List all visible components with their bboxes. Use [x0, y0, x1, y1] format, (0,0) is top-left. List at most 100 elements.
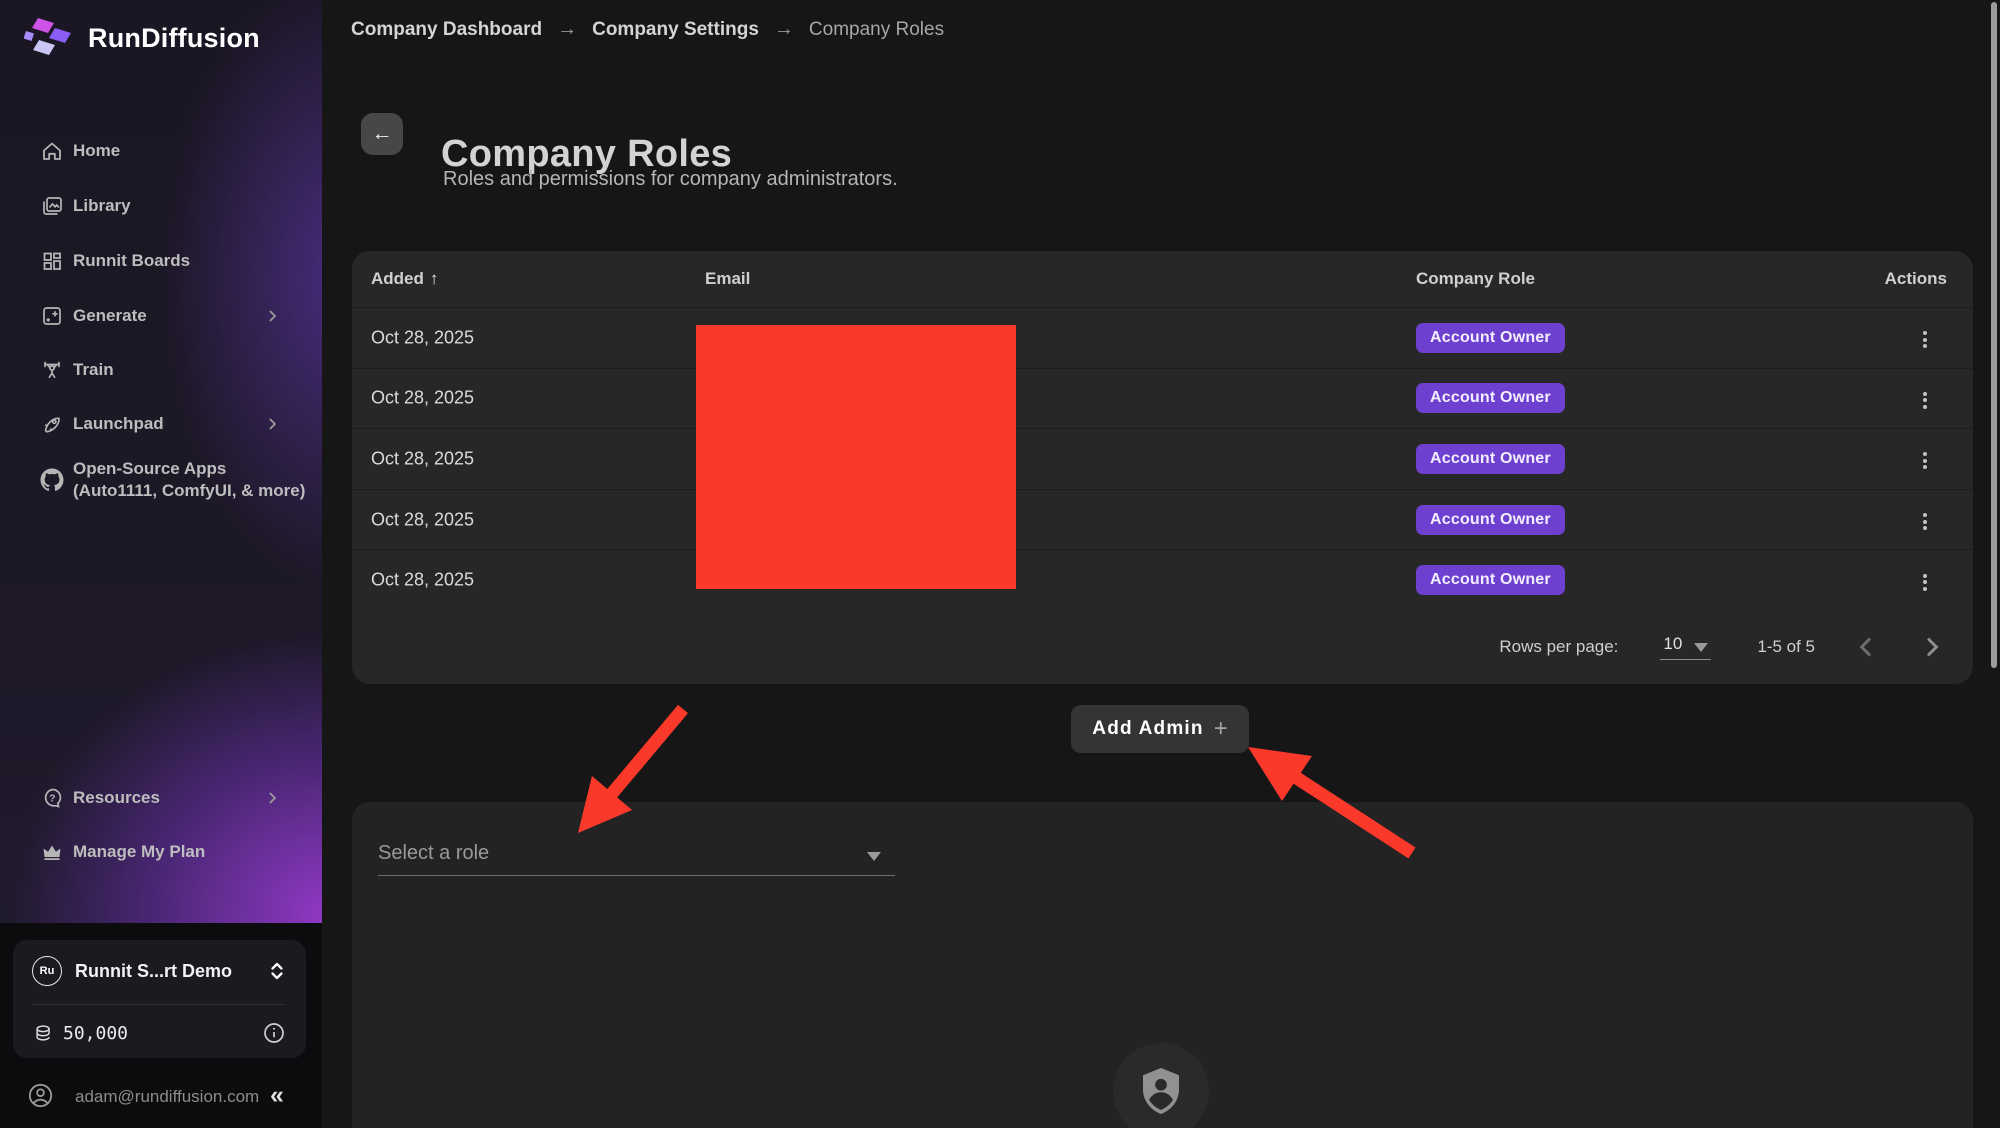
- rundiffusion-logo-icon: [24, 18, 71, 55]
- sidebar-item-label: Library: [73, 196, 131, 215]
- row-actions-menu-button[interactable]: [1911, 445, 1939, 473]
- row-added-date: Oct 28, 2025: [371, 387, 475, 408]
- role-badge: Account Owner: [1416, 322, 1565, 353]
- team-switcher[interactable]: Ru Runnit S...rt Demo: [13, 954, 306, 988]
- table-pagination: Rows per page: 10 1-5 of 5: [352, 610, 1973, 684]
- sidebar-item-manage-my-plan[interactable]: Manage My Plan: [0, 834, 322, 870]
- home-icon: [43, 142, 61, 160]
- avatar-icon: [28, 1083, 53, 1108]
- empty-state-circle: [1113, 1043, 1209, 1128]
- sort-ascending-icon: ↑: [429, 269, 439, 288]
- row-actions-menu-button[interactable]: [1911, 506, 1939, 534]
- plus-icon: +: [1213, 715, 1228, 742]
- sidebar-item-launchpad[interactable]: Launchpad: [0, 406, 322, 442]
- rows-per-page-label: Rows per page:: [1499, 637, 1619, 656]
- back-arrow-icon: ←: [371, 122, 393, 145]
- table-row: Oct 28, 2025 Account Owner: [352, 367, 1973, 429]
- row-added-date: Oct 28, 2025: [371, 509, 475, 530]
- role-select-placeholder: Select a role: [378, 842, 490, 864]
- brand-logo[interactable]: RunDiffusion: [24, 16, 260, 60]
- previous-page-button[interactable]: [1851, 632, 1881, 662]
- sidebar-nav: RunDiffusion Home Library Runnit Boards …: [0, 0, 322, 923]
- page-title: Company Roles: [441, 133, 733, 176]
- sidebar-item-label: Open-Source Apps (Auto1111, ComfyUI, & mo…: [73, 459, 306, 500]
- breadcrumb-company-dashboard[interactable]: Company Dashboard: [351, 18, 543, 40]
- unfold-more-icon: [271, 962, 283, 980]
- team-name: Runnit S...rt Demo: [75, 960, 232, 981]
- sidebar-item-resources[interactable]: ? Resources: [0, 780, 322, 816]
- library-icon: [43, 197, 62, 215]
- row-actions-menu-button[interactable]: [1911, 566, 1939, 594]
- boards-icon: [43, 252, 61, 270]
- column-header-email: Email: [705, 269, 751, 288]
- sidebar-item-label: Runnit Boards: [73, 251, 191, 270]
- sidebar-item-label: Manage My Plan: [73, 842, 206, 861]
- collapse-sidebar-button[interactable]: «: [270, 1081, 284, 1109]
- account-email: adam@rundiffusion.com: [75, 1087, 260, 1106]
- next-page-button[interactable]: [1917, 632, 1947, 662]
- role-badge: Account Owner: [1416, 504, 1565, 535]
- team-avatar-badge: Ru: [32, 956, 62, 986]
- table-row: Oct 28, 2025 Account Owner: [352, 307, 1973, 368]
- role-badge: Account Owner: [1416, 443, 1565, 474]
- chevron-right-icon: [269, 310, 277, 322]
- vertical-scrollbar-thumb[interactable]: [1991, 2, 1997, 668]
- brand-name: RunDiffusion: [88, 22, 260, 53]
- pagination-range: 1-5 of 5: [1757, 637, 1815, 656]
- sidebar-item-label: Train: [73, 360, 114, 379]
- sidebar-item-label: Generate: [73, 306, 147, 325]
- generate-icon: [43, 307, 61, 325]
- sidebar-footer: Ru Runnit S...rt Demo 50,000 adam@rundif…: [0, 923, 322, 1128]
- roles-table: Added ↑ Email Company Role Actions Oct 2…: [352, 251, 1973, 684]
- sidebar-item-open-source-apps[interactable]: Open-Source Apps (Auto1111, ComfyUI, & mo…: [0, 455, 322, 505]
- svg-text:?: ?: [49, 793, 55, 805]
- team-card: Ru Runnit S...rt Demo 50,000: [13, 940, 306, 1058]
- credits-info-button[interactable]: [262, 1021, 286, 1045]
- chevron-right-icon: [269, 418, 277, 430]
- crown-icon: [43, 845, 61, 860]
- column-header-actions: Actions: [1884, 269, 1947, 288]
- sidebar-item-train[interactable]: Train: [0, 352, 322, 388]
- row-added-date: Oct 28, 2025: [371, 569, 475, 590]
- sidebar-item-home[interactable]: Home: [0, 133, 322, 169]
- back-button[interactable]: ←: [361, 113, 403, 155]
- table-row: Oct 28, 2025 Account Owner: [352, 428, 1973, 489]
- coins-icon: [36, 1025, 50, 1041]
- role-badge: Account Owner: [1416, 383, 1565, 414]
- rocket-icon: [44, 417, 60, 433]
- caret-down-icon: [1694, 642, 1709, 652]
- caret-down-icon: [867, 852, 881, 861]
- add-admin-button[interactable]: Add Admin +: [1071, 705, 1249, 753]
- rows-per-page-select[interactable]: 10: [1660, 633, 1712, 660]
- rows-per-page-value: 10: [1663, 633, 1683, 653]
- sidebar-item-label: Resources: [73, 788, 160, 807]
- breadcrumb-arrow-icon: →: [557, 18, 578, 40]
- chevron-left-icon: [1859, 638, 1871, 656]
- github-icon: [40, 468, 64, 491]
- sidebar-item-runnit-boards[interactable]: Runnit Boards: [0, 243, 322, 279]
- row-added-date: Oct 28, 2025: [371, 327, 475, 348]
- column-header-added[interactable]: Added ↑: [371, 269, 439, 288]
- info-icon: [264, 1023, 284, 1043]
- breadcrumb-arrow-icon: →: [773, 18, 794, 40]
- sidebar-item-generate[interactable]: Generate: [0, 298, 322, 334]
- row-actions-menu-button[interactable]: [1911, 384, 1939, 412]
- breadcrumb-company-roles: Company Roles: [808, 18, 945, 40]
- role-select[interactable]: Select a role: [378, 838, 895, 876]
- divider: [33, 1004, 286, 1005]
- role-badge: Account Owner: [1416, 565, 1565, 596]
- sidebar-item-library[interactable]: Library: [0, 188, 322, 224]
- admin-shield-icon: [1143, 1068, 1179, 1114]
- table-row: Oct 28, 2025 Account Owner: [352, 549, 1973, 610]
- redaction-box: [696, 325, 1016, 589]
- train-icon: [44, 361, 60, 379]
- breadcrumb-company-settings[interactable]: Company Settings: [592, 18, 759, 40]
- row-actions-menu-button[interactable]: [1911, 324, 1939, 352]
- table-row: Oct 28, 2025 Account Owner: [352, 488, 1973, 550]
- add-admin-panel: Select a role: [352, 802, 1973, 1128]
- account-row: adam@rundiffusion.com «: [0, 1076, 322, 1116]
- credits-balance: 50,000: [63, 1022, 129, 1044]
- chevron-right-icon: [269, 792, 277, 804]
- breadcrumb: Company Dashboard → Company Settings → C…: [351, 18, 944, 41]
